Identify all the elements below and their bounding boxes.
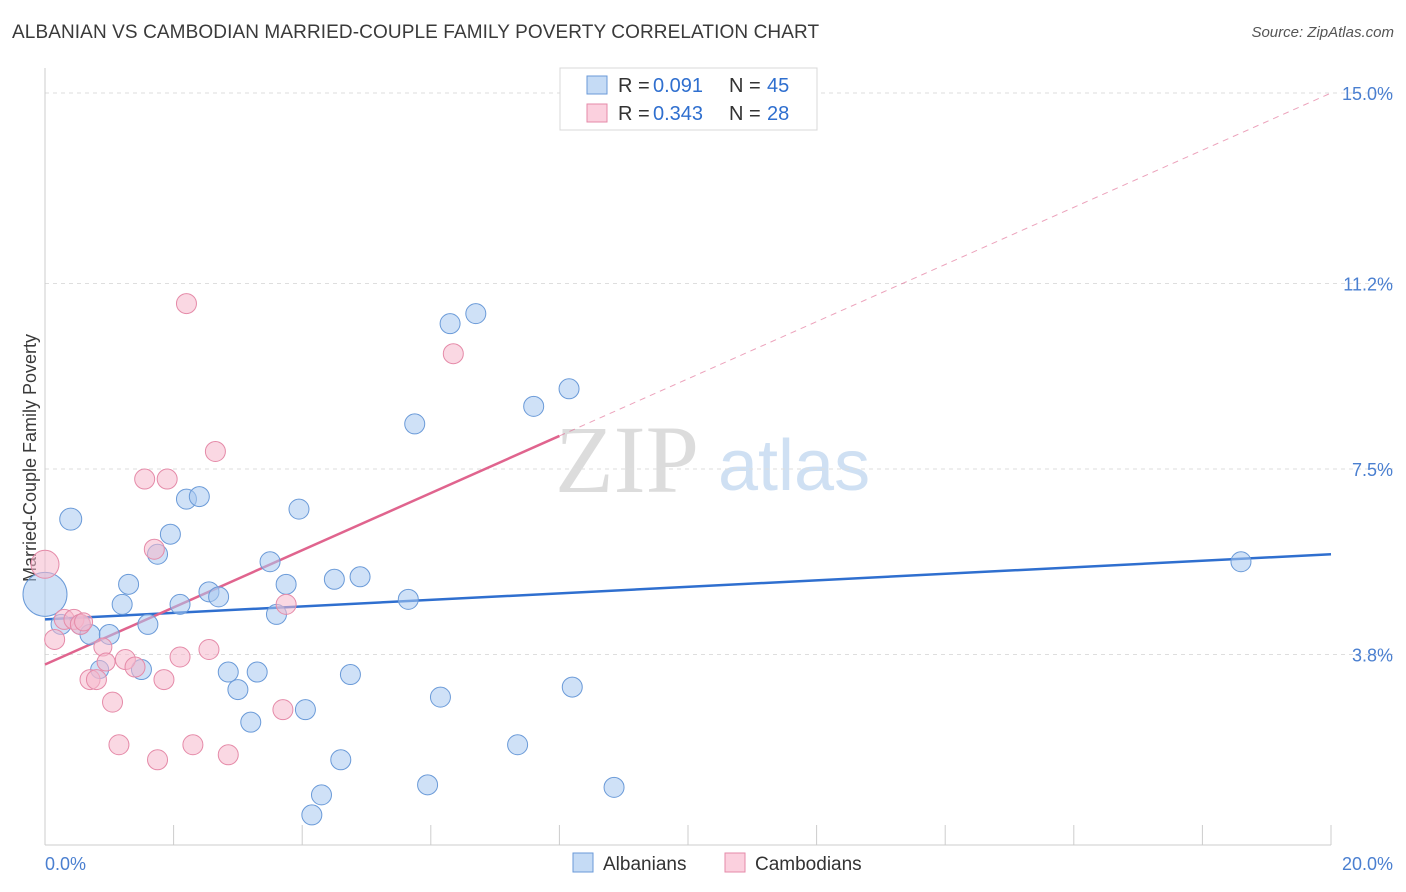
point-cambodians-21 xyxy=(182,734,204,756)
legend-n-label-2: N = xyxy=(729,103,761,125)
point-albanians-20 xyxy=(240,711,262,733)
point-albanians-24 xyxy=(275,573,297,595)
point-cambodians-25 xyxy=(272,699,294,721)
y-tick-label-3: 15.0% xyxy=(1342,84,1393,104)
point-cambodians-26 xyxy=(275,593,297,615)
point-albanians-34 xyxy=(404,413,426,435)
point-albanians-29 xyxy=(323,568,345,590)
point-cambodians-23 xyxy=(204,440,226,462)
legend-r-label-2: R = xyxy=(618,103,650,125)
point-albanians-10 xyxy=(137,613,159,635)
point-cambodians-11 xyxy=(108,734,130,756)
legend-r-value-2: 0.343 xyxy=(653,103,703,125)
point-albanians-28 xyxy=(310,784,332,806)
legend-bottom-swatch-albanians xyxy=(572,852,594,873)
point-albanians-27 xyxy=(301,804,323,826)
watermark-atlas: atlas xyxy=(718,426,870,506)
point-cambodians-19 xyxy=(169,646,191,668)
trend-line-cambodians xyxy=(44,434,560,666)
legend-n-label-1: N = xyxy=(729,75,761,97)
point-albanians-41 xyxy=(558,378,580,400)
watermark-zip: ZIP xyxy=(555,406,699,513)
x-tick-label-1: 20.0% xyxy=(1342,854,1393,874)
legend-n-value-2: 28 xyxy=(767,103,789,125)
data-points xyxy=(22,293,1252,826)
point-albanians-40 xyxy=(523,395,545,417)
legend-bottom-swatch-cambodians xyxy=(724,852,746,873)
trend-line-albanians xyxy=(44,552,1332,621)
point-albanians-19 xyxy=(227,679,249,701)
point-cambodians-7 xyxy=(85,669,107,691)
point-albanians-42 xyxy=(561,676,583,698)
legend-bottom: Albanians Cambodians xyxy=(572,852,862,875)
point-albanians-26 xyxy=(294,699,316,721)
legend-swatch-albanians xyxy=(586,75,608,95)
point-albanians-35 xyxy=(417,774,439,796)
legend-r-value-1: 0.091 xyxy=(653,75,703,97)
point-albanians-36 xyxy=(429,686,451,708)
x-tick-label-0: 0.0% xyxy=(45,854,86,874)
legend-top: R = 0.091 N = 45 R = 0.343 N = 28 xyxy=(559,67,818,131)
point-cambodians-9 xyxy=(96,652,116,672)
point-albanians-33 xyxy=(397,588,419,610)
point-albanians-13 xyxy=(169,593,191,615)
chart-title: ALBANIAN VS CAMBODIAN MARRIED-COUPLE FAM… xyxy=(12,22,820,43)
point-albanians-37 xyxy=(439,313,461,335)
point-cambodians-17 xyxy=(153,669,175,691)
trend-lines xyxy=(44,92,1332,666)
point-albanians-43 xyxy=(603,776,625,798)
source-label: Source: ZipAtlas.com xyxy=(1251,24,1394,41)
point-albanians-30 xyxy=(330,749,352,771)
tick-labels: 3.8% 7.5% 11.2% 15.0% 0.0% 20.0% xyxy=(45,84,1393,874)
point-albanians-25 xyxy=(288,498,310,520)
point-cambodians-14 xyxy=(134,468,156,490)
point-cambodians-5 xyxy=(74,612,94,632)
y-tick-label-0: 3.8% xyxy=(1352,646,1393,666)
legend-swatch-cambodians xyxy=(586,103,608,123)
point-albanians-38 xyxy=(465,303,487,325)
legend-bottom-label-albanians: Albanians xyxy=(603,854,686,875)
point-albanians-12 xyxy=(159,523,181,545)
point-cambodians-22 xyxy=(198,638,220,660)
point-albanians-39 xyxy=(507,734,529,756)
legend-r-label-1: R = xyxy=(618,75,650,97)
axes xyxy=(44,68,1332,846)
point-albanians-44 xyxy=(1230,551,1252,573)
point-cambodians-27 xyxy=(442,343,464,365)
point-albanians-1 xyxy=(59,507,83,531)
point-albanians-7 xyxy=(111,593,133,615)
point-albanians-22 xyxy=(259,551,281,573)
point-cambodians-16 xyxy=(147,749,169,771)
point-cambodians-13 xyxy=(124,656,146,678)
point-albanians-8 xyxy=(118,573,140,595)
legend-n-value-1: 45 xyxy=(767,75,789,97)
gridlines xyxy=(45,92,1393,656)
point-cambodians-1 xyxy=(44,628,66,650)
point-albanians-32 xyxy=(349,566,371,588)
point-albanians-18 xyxy=(217,661,239,683)
y-axis-label: Married-Couple Family Poverty xyxy=(20,334,40,582)
y-tick-label-2: 11.2% xyxy=(1343,275,1393,295)
y-tick-label-1: 7.5% xyxy=(1352,460,1393,480)
point-cambodians-15 xyxy=(143,538,165,560)
point-albanians-15 xyxy=(188,486,210,508)
point-cambodians-0 xyxy=(30,549,60,579)
point-cambodians-18 xyxy=(156,468,178,490)
point-cambodians-10 xyxy=(102,691,124,713)
point-albanians-21 xyxy=(246,661,268,683)
point-albanians-31 xyxy=(339,664,361,686)
legend-bottom-label-cambodians: Cambodians xyxy=(755,854,862,875)
point-cambodians-20 xyxy=(175,293,197,315)
trend-line-cambodians-dashed xyxy=(559,92,1332,437)
point-cambodians-24 xyxy=(217,744,239,766)
point-albanians-17 xyxy=(208,586,230,608)
